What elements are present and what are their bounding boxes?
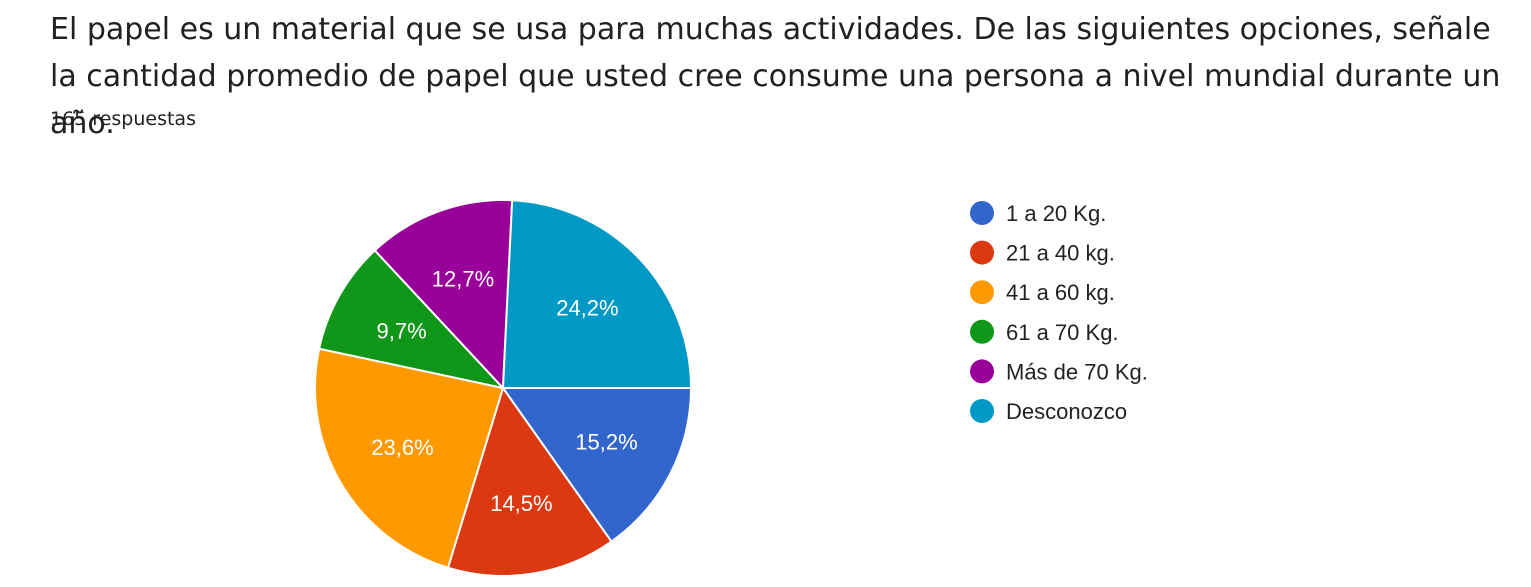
question-title: El papel es un material que se usa para …	[50, 12, 1501, 141]
legend-label-mas-de-70-kg[interactable]: Más de 70 Kg.	[1006, 359, 1148, 384]
slice-label-21-a-40-kg: 14,5%	[490, 491, 552, 516]
legend-swatch-61-a-70-kg[interactable]	[970, 319, 994, 344]
slice-label-mas-de-70-kg: 12,7%	[432, 267, 494, 292]
pie-slice-61-a-70-kg[interactable]	[317, 249, 506, 390]
legend-label-21-a-40-kg[interactable]: 21 a 40 kg.	[1006, 241, 1115, 266]
response-count: 165 respuestas	[50, 108, 196, 130]
pie-slice-desconozco[interactable]	[501, 199, 693, 389]
slice-label-61-a-70-kg: 9,7%	[377, 319, 427, 344]
slice-label-desconozco: 24,2%	[556, 296, 618, 321]
legend-swatch-desconozco[interactable]	[970, 399, 994, 423]
legend-swatch-21-a-40-kg[interactable]	[970, 240, 994, 265]
legend-swatch-1-a-20-kg[interactable]	[970, 201, 994, 225]
slice-label-1-a-20-kg: 15,2%	[575, 430, 637, 455]
legend-label-desconozco[interactable]: Desconozco	[1006, 399, 1127, 424]
pie-slice-mas-de-70-kg[interactable]	[373, 199, 514, 391]
legend-label-61-a-70-kg[interactable]: 61 a 70 Kg.	[1006, 320, 1119, 345]
legend-label-41-a-60-kg[interactable]: 41 a 60 kg.	[1006, 280, 1115, 305]
legend-label-1-a-20-kg[interactable]: 1 a 20 Kg.	[1006, 201, 1106, 226]
legend-swatch-41-a-60-kg[interactable]	[970, 280, 994, 305]
pie-slice-41-a-60-kg[interactable]	[314, 347, 505, 570]
pie-slice-1-a-20-kg[interactable]	[501, 387, 693, 543]
slice-label-41-a-60-kg: 23,6%	[371, 435, 433, 460]
legend-swatch-mas-de-70-kg[interactable]	[970, 359, 994, 384]
